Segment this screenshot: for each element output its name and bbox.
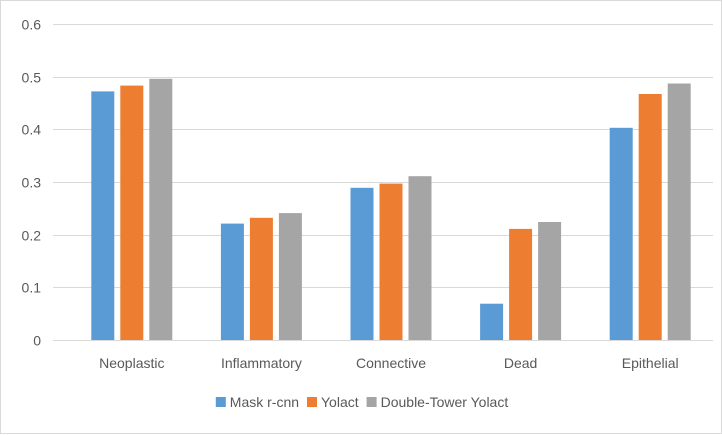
legend-swatch	[366, 397, 377, 407]
bar-mask-r-cnn-inflammatory	[220, 223, 244, 340]
bars	[91, 78, 691, 341]
y-tick-label: 0.1	[22, 280, 42, 296]
y-tick-label: 0	[33, 333, 41, 349]
bar-yolact-neoplastic	[120, 85, 144, 340]
x-category-label: Inflammatory	[221, 355, 302, 371]
bar-mask-r-cnn-epithelial	[609, 127, 633, 340]
legend-swatch	[307, 397, 317, 407]
bar-double-tower-yolact-connective	[408, 176, 432, 340]
x-category-label: Dead	[504, 355, 537, 371]
y-axis-ticks: 0 0.1 0.2 0.3 0.4 0.5 0.6	[22, 17, 42, 349]
legend: Mask r-cnn Yolact Double-Tower Yolact	[215, 394, 509, 410]
legend-item: Double-Tower Yolact	[366, 394, 509, 410]
x-axis-categories: Neoplastic Inflammatory Connective Dead Epit…	[99, 355, 679, 371]
y-tick-label: 0.6	[22, 17, 42, 33]
legend-item: Mask r-cnn	[215, 394, 299, 410]
y-tick-label: 0.5	[22, 70, 42, 86]
legend-label: Yolact	[321, 394, 359, 410]
legend-swatch	[215, 397, 226, 407]
legend-label: Mask r-cnn	[230, 394, 299, 410]
y-tick-label: 0.3	[22, 175, 42, 191]
legend-label: Double-Tower Yolact	[381, 394, 509, 410]
x-category-label: Neoplastic	[99, 355, 164, 371]
bar-mask-r-cnn-connective	[350, 187, 374, 340]
bar-mask-r-cnn-neoplastic	[91, 91, 115, 341]
bar-double-tower-yolact-dead	[538, 222, 562, 340]
bar-yolact-epithelial	[638, 94, 662, 340]
y-tick-label: 0.2	[22, 228, 42, 244]
y-tick-label: 0.4	[22, 122, 42, 138]
bar-mask-r-cnn-dead	[480, 303, 504, 340]
bar-yolact-inflammatory	[249, 217, 273, 340]
legend-item: Yolact	[307, 394, 359, 410]
bar-double-tower-yolact-inflammatory	[278, 213, 302, 340]
bar-yolact-dead	[509, 228, 533, 340]
bar-yolact-connective	[379, 183, 403, 340]
bar-double-tower-yolact-neoplastic	[149, 78, 173, 341]
bar-double-tower-yolact-epithelial	[667, 83, 691, 340]
x-category-label: Connective	[356, 355, 426, 371]
x-category-label: Epithelial	[622, 355, 679, 371]
